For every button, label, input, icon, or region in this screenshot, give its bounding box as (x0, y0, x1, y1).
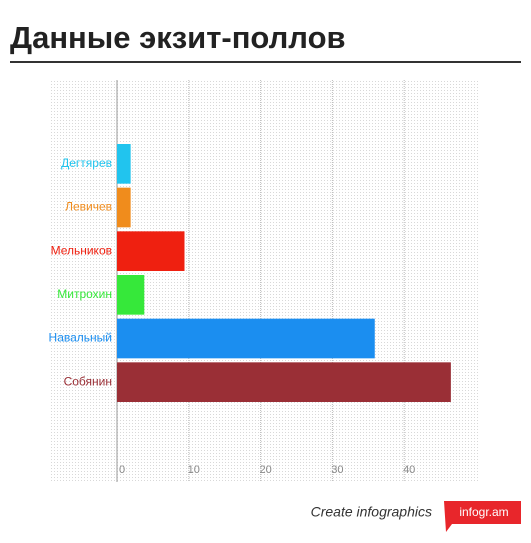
footer-text[interactable]: Create infographics (311, 504, 432, 520)
chart-title: Данные экзит-поллов (10, 20, 346, 55)
plot-background (50, 80, 478, 482)
y-tick-label: Дегтярев (61, 156, 112, 170)
y-tick-label: Собянин (64, 374, 112, 388)
y-tick-label: Навальный (49, 331, 112, 345)
brand-tag[interactable] (444, 501, 521, 532)
bar (117, 187, 131, 228)
x-tick-label: 20 (259, 464, 271, 476)
bar (117, 362, 451, 402)
bar (117, 144, 131, 184)
bar (117, 318, 375, 359)
brand-label[interactable]: infogr.am (459, 505, 508, 519)
y-tick-label: Мельников (51, 243, 112, 257)
x-tick-label: 40 (403, 464, 415, 476)
y-tick-label: Митрохин (57, 287, 112, 301)
x-tick-label: 10 (188, 464, 200, 476)
x-tick-label: 30 (331, 464, 343, 476)
bar (117, 275, 145, 315)
plot: 0 10 20 30 40 Дегтярев Левичев Мельников Митрохи… (49, 80, 451, 482)
y-tick-label: Левичев (65, 200, 112, 214)
bar (117, 231, 185, 271)
x-tick-label: 0 (119, 464, 125, 476)
